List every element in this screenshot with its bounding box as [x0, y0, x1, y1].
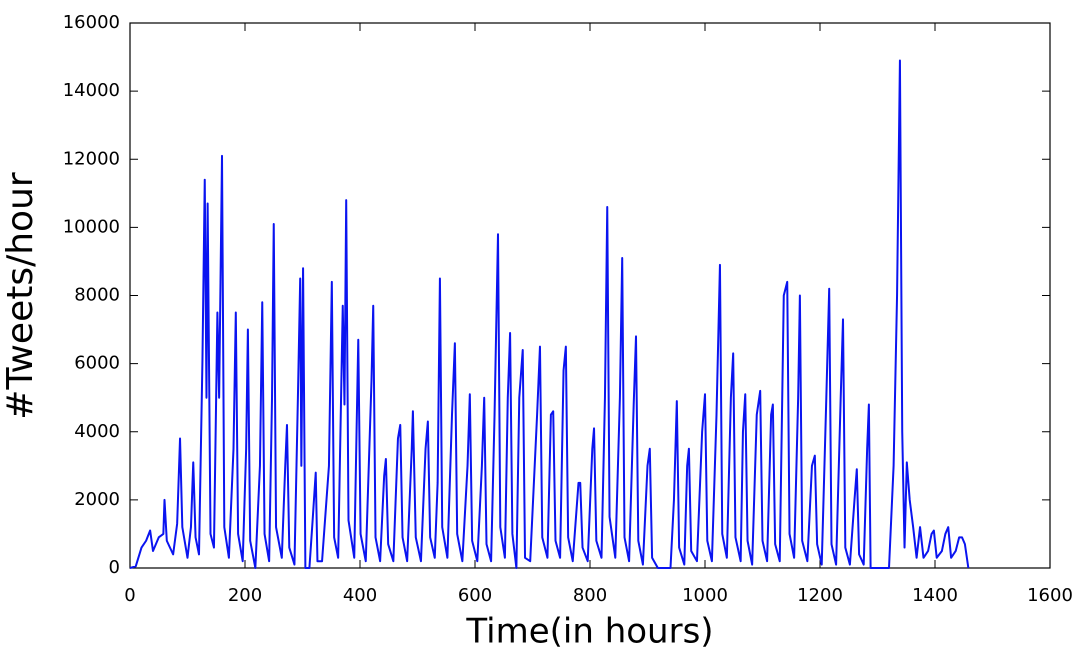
x-tick-label: 1400: [912, 585, 958, 606]
y-tick-label: 8000: [74, 285, 120, 306]
data-line: [129, 59, 970, 569]
x-tick-label: 0: [124, 585, 135, 606]
x-tick-label: 1000: [682, 585, 728, 606]
y-tick-label: 6000: [74, 353, 120, 374]
y-tick-label: 4000: [74, 421, 120, 442]
x-tick-label: 1600: [1027, 585, 1073, 606]
x-tick-label: 400: [343, 585, 377, 606]
x-tick-label: 200: [228, 585, 262, 606]
y-tick-label: 16000: [63, 12, 120, 33]
x-tick-label: 600: [458, 585, 492, 606]
y-tick-label: 10000: [63, 216, 120, 237]
x-axis-title: Time(in hours): [465, 612, 713, 652]
y-tick-label: 12000: [63, 148, 120, 169]
y-tick-label: 14000: [63, 80, 120, 101]
x-tick-label: 800: [573, 585, 607, 606]
y-tick-label: 0: [109, 557, 120, 578]
y-axis-title: #Tweets/hour: [0, 172, 41, 420]
x-tick-label: 1200: [797, 585, 843, 606]
y-tick-label: 2000: [74, 489, 120, 510]
